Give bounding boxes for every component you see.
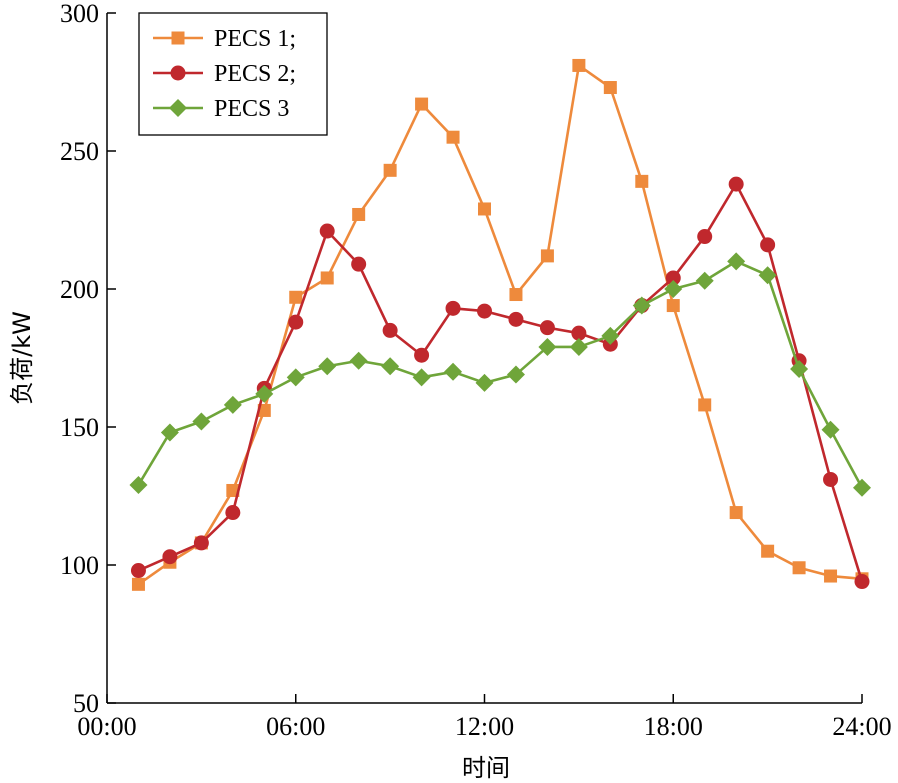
- legend-item-2: PECS 2;: [153, 61, 296, 87]
- series-2-point: [665, 270, 681, 286]
- x-ticks: 00:00 06:00 12:00 18:00 24:00: [77, 694, 892, 741]
- series-3-point: [538, 337, 557, 356]
- series-1-point: [415, 97, 429, 111]
- y-tick-label: 100: [60, 551, 99, 580]
- series-3-point: [255, 384, 274, 403]
- series-2-point: [728, 176, 744, 192]
- series-1-point: [635, 174, 649, 188]
- series-1-point: [572, 58, 586, 72]
- legend-marker: [169, 99, 187, 117]
- series-3-point: [318, 357, 337, 376]
- legend-marker: [171, 31, 185, 45]
- series-2-point: [319, 223, 335, 239]
- x-tick-label: 00:00: [77, 712, 136, 741]
- legend-item-1: PECS 1;: [153, 26, 296, 52]
- series-2-point: [414, 347, 430, 363]
- x-tick-label: 24:00: [832, 712, 891, 741]
- series-1-point: [666, 299, 680, 313]
- series-1-point: [352, 207, 366, 221]
- series-3-point: [381, 357, 400, 376]
- series-3-point: [223, 395, 242, 414]
- series-2-point: [382, 322, 398, 338]
- series-3-point: [349, 351, 368, 370]
- series-2-point: [162, 549, 178, 565]
- series-3-point: [160, 423, 179, 442]
- series-3-point: [790, 360, 809, 379]
- series-1-point: [320, 271, 334, 285]
- y-tick-label: 250: [60, 137, 99, 166]
- series-1-point: [540, 249, 554, 263]
- series-2-point: [477, 303, 492, 319]
- series-2-point: [823, 471, 839, 487]
- series-1: [131, 58, 869, 591]
- x-tick-label: 06:00: [266, 712, 325, 741]
- y-ticks: 50 100 150 200 250 300: [60, 0, 116, 718]
- series-3: [129, 252, 871, 497]
- series-3-point: [758, 266, 777, 285]
- series-2-point: [225, 505, 241, 521]
- legend-marker: [170, 65, 186, 81]
- series-1-line: [137, 64, 863, 586]
- series-2-point: [539, 320, 555, 336]
- legend-label: PECS 2;: [214, 61, 296, 87]
- series-1-point: [509, 288, 523, 302]
- series-1-point: [761, 544, 775, 558]
- series-2-point: [288, 314, 304, 330]
- y-tick-label: 50: [73, 689, 99, 718]
- series-2-point: [130, 563, 146, 579]
- series-1-point: [383, 163, 397, 177]
- legend-items: PECS 1; PECS 2; PECS 3: [153, 26, 296, 122]
- y-tick-label: 300: [60, 0, 99, 28]
- series-2-point: [351, 256, 367, 272]
- series-1-point: [257, 403, 271, 417]
- series-1-point: [698, 398, 712, 412]
- series-3-point: [286, 368, 305, 387]
- series-2: [130, 176, 870, 590]
- series-3-point: [412, 368, 431, 387]
- series-3-point: [475, 373, 494, 392]
- series-3-point: [506, 365, 525, 384]
- series-2-point: [571, 325, 587, 341]
- series-2-point: [697, 229, 713, 245]
- series-1-point: [603, 81, 617, 95]
- series-2-point: [445, 300, 461, 316]
- series-1-point: [478, 202, 491, 216]
- series-3-point: [129, 475, 148, 494]
- series-2-point: [854, 574, 870, 590]
- series-1-point: [792, 561, 806, 575]
- x-axis-title: 时间: [462, 754, 510, 782]
- x-tick-label: 12:00: [455, 712, 514, 741]
- legend: PECS 1; PECS 2; PECS 3: [138, 12, 328, 136]
- series-3-point: [664, 280, 683, 298]
- series-3-point: [821, 420, 840, 439]
- series-3-point: [632, 296, 651, 315]
- series-1-point: [289, 290, 303, 304]
- series-1-point: [131, 577, 145, 591]
- series-2-point: [508, 311, 524, 327]
- series-3-point: [853, 478, 871, 497]
- series-3-point: [727, 252, 746, 271]
- series-3-point: [192, 412, 211, 431]
- x-tick-label: 18:00: [644, 712, 703, 741]
- series-1-point: [824, 569, 838, 583]
- series-2-point: [760, 237, 776, 253]
- y-tick-label: 200: [60, 275, 99, 304]
- series-2-line: [137, 182, 864, 582]
- series-3-point: [695, 271, 714, 290]
- y-tick-label: 150: [60, 413, 99, 442]
- series-3-point: [569, 337, 588, 356]
- series-1-point: [729, 506, 743, 520]
- series-layer: [129, 58, 871, 591]
- series-1-point: [226, 483, 240, 497]
- legend-label: PECS 1;: [214, 26, 296, 52]
- y-axis-title: 负荷/kW: [8, 311, 36, 405]
- series-1-point: [446, 130, 460, 144]
- series-3-point: [601, 326, 620, 345]
- legend-label: PECS 3: [214, 96, 289, 122]
- series-3-point: [444, 362, 463, 381]
- series-2-point: [193, 535, 209, 551]
- legend-item-3: PECS 3: [153, 96, 289, 122]
